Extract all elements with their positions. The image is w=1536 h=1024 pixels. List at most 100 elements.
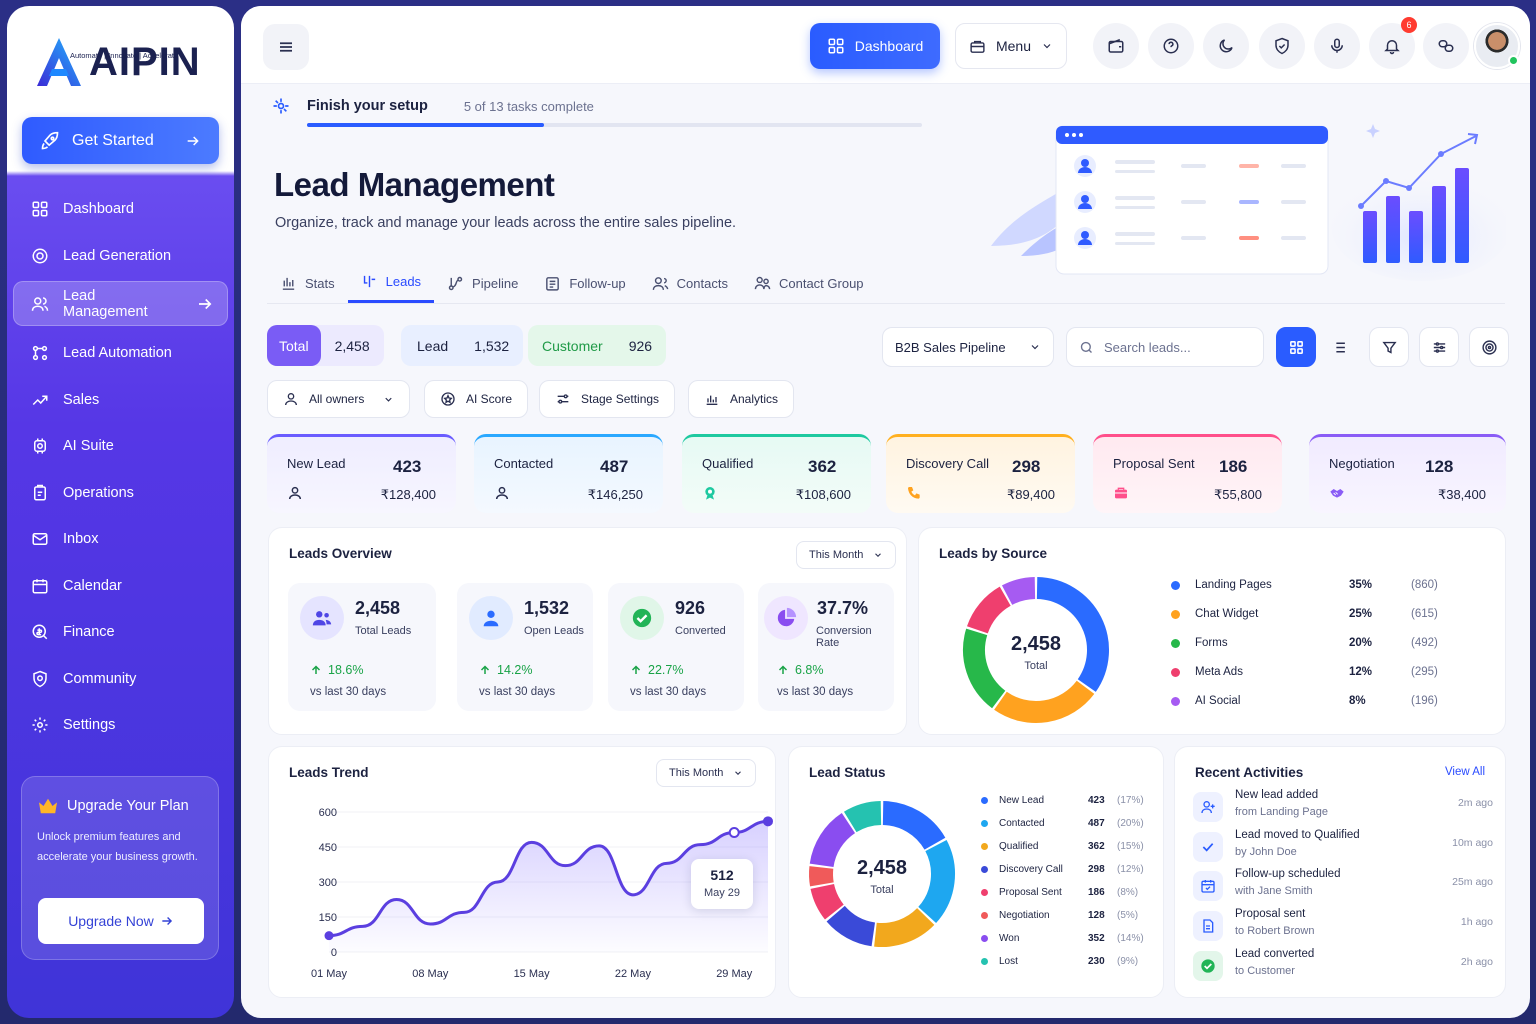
donut-slice-contacted[interactable] <box>917 839 955 924</box>
adjust-button[interactable] <box>1419 327 1459 367</box>
sidebar-item-sales[interactable]: Sales <box>7 377 234 424</box>
stage-card-contacted[interactable]: Contacted 487 ₹146,250 <box>474 434 663 513</box>
tab-pipeline[interactable]: Pipeline <box>434 263 531 303</box>
menu-dropdown[interactable]: Menu <box>955 23 1067 69</box>
activity-item[interactable]: Lead moved to Qualified by John Doe 10m … <box>1193 829 1493 867</box>
setup-progress[interactable]: Finish your setup 5 of 13 tasks complete <box>271 96 594 116</box>
donut-slice-forms[interactable] <box>963 628 1006 709</box>
activity-subtitle: with Jane Smith <box>1235 885 1313 897</box>
donut-slice-ai-social[interactable] <box>1001 577 1036 606</box>
notifications-button[interactable]: 6 <box>1369 17 1417 69</box>
kpi-value: 37.7% <box>817 598 869 618</box>
legend-color-dot <box>981 865 988 873</box>
sidebar-item-operations[interactable]: Operations <box>7 470 234 517</box>
target-settings-button[interactable] <box>1469 327 1509 367</box>
sidebar-item-ai-suite[interactable]: AI Suite <box>7 423 234 470</box>
tab-contacts[interactable]: Contacts <box>639 263 741 303</box>
donut-slice-discovery-call[interactable] <box>826 905 876 947</box>
get-started-button[interactable]: Get Started <box>22 117 219 164</box>
leads-trend-panel: Leads Trend This Month 0 150 300 450 600 01 … <box>268 746 776 998</box>
trend-point-highlight[interactable] <box>728 827 740 839</box>
security-button[interactable] <box>1259 23 1305 69</box>
stage-card-new-lead[interactable]: New Lead 423 ₹128,400 <box>267 434 456 513</box>
sidebar-item-lead-generation[interactable]: Lead Generation <box>7 233 234 280</box>
source-legend-row: Chat Widget 25% (615) <box>1171 604 1501 624</box>
customer-count-pill[interactable]: Customer 926 <box>528 325 667 366</box>
tab-stats[interactable]: Stats <box>267 263 348 303</box>
status-name: Qualified <box>999 840 1039 852</box>
activity-item[interactable]: Proposal sent to Robert Brown 1h ago <box>1193 908 1493 946</box>
sidebar-item-inbox[interactable]: Inbox <box>7 516 234 563</box>
voice-button[interactable] <box>1314 23 1360 69</box>
sliders-icon <box>1433 341 1445 353</box>
sidebar-item-lead-automation[interactable]: Lead Automation <box>7 330 234 377</box>
trend-period-dropdown[interactable]: This Month <box>656 759 757 787</box>
automation-icon <box>32 346 48 361</box>
sidebar-item-calendar[interactable]: Calendar <box>7 563 234 610</box>
activity-item[interactable]: New lead added from Landing Page 2m ago <box>1193 789 1493 827</box>
brand-logo[interactable]: AIPIN <box>35 36 201 88</box>
stage-settings-button[interactable]: Stage Settings <box>539 380 676 418</box>
sidebar-item-community[interactable]: Community <box>7 656 234 703</box>
overview-period-dropdown[interactable]: This Month <box>796 541 897 569</box>
x-tick-label: 01 May <box>311 968 348 980</box>
stage-card-discovery-call[interactable]: Discovery Call 298 ₹89,400 <box>886 434 1075 513</box>
hamburger-menu-button[interactable] <box>263 24 309 70</box>
tab-follow-up[interactable]: Follow-up <box>531 263 638 303</box>
donut-slice-chat-widget[interactable] <box>994 680 1095 723</box>
tab-contact-group[interactable]: Contact Group <box>741 263 877 303</box>
grid-view-button[interactable] <box>1276 327 1316 367</box>
filter-button[interactable] <box>1369 327 1409 367</box>
brand-tagline: Automate | Innovate | Accelerate <box>70 51 179 60</box>
activity-item[interactable]: Follow-up scheduled with Jane Smith 25m … <box>1193 868 1493 906</box>
lead-status-title: Lead Status <box>809 765 886 780</box>
upgrade-now-button[interactable]: Upgrade Now <box>38 898 204 944</box>
integrations-button[interactable] <box>1423 23 1469 69</box>
trend-point[interactable] <box>324 931 334 941</box>
tab-leads[interactable]: Leads <box>347 263 435 303</box>
upgrade-desc-line2: accelerate your business growth. <box>37 851 198 863</box>
pipeline-select[interactable]: B2B Sales Pipeline <box>882 327 1054 367</box>
donut-slice-qualified[interactable] <box>874 907 935 947</box>
dark-mode-button[interactable] <box>1203 23 1249 69</box>
view-all-link[interactable]: View All <box>1444 766 1485 778</box>
stage-card-qualified[interactable]: Qualified 362 ₹108,600 <box>682 434 871 513</box>
wallet-button[interactable] <box>1093 23 1139 69</box>
x-tick-label: 29 May <box>716 968 753 980</box>
donut-slice-won[interactable] <box>809 813 856 868</box>
owners-dropdown[interactable]: All owners <box>267 380 410 418</box>
trend-point[interactable] <box>763 816 773 827</box>
bar-chart-icon <box>282 277 295 290</box>
ai-score-button[interactable]: AI Score <box>424 380 529 418</box>
search-leads-field[interactable]: Search leads... <box>1066 327 1264 367</box>
donut-slice-proposal-sent[interactable] <box>810 883 845 920</box>
sidebar-item-finance[interactable]: Finance <box>7 609 234 656</box>
user-icon <box>288 486 302 500</box>
donut-slice-landing-pages[interactable] <box>1036 577 1109 692</box>
kpi-trend: 6.8% <box>777 663 824 677</box>
sidebar-item-lead-management[interactable]: Lead Management <box>13 281 228 326</box>
sidebar-item-dashboard[interactable]: Dashboard <box>7 186 234 233</box>
list-view-button[interactable] <box>1318 327 1358 367</box>
user-avatar[interactable] <box>1474 23 1520 69</box>
stage-card-proposal-sent[interactable]: Proposal Sent 186 ₹55,800 <box>1093 434 1282 513</box>
activity-item[interactable]: Lead converted to Customer 2h ago <box>1193 948 1493 986</box>
pipeline-select-value: B2B Sales Pipeline <box>895 339 1006 355</box>
stage-count: 487 <box>600 457 629 476</box>
stage-card-negotiation[interactable]: Negotiation 128 ₹38,400 <box>1309 434 1506 513</box>
dashboard-button[interactable]: Dashboard <box>810 23 940 69</box>
total-count-pill[interactable]: Total 2,458 <box>267 325 384 366</box>
analytics-button[interactable]: Analytics <box>688 380 795 418</box>
help-button[interactable] <box>1148 23 1194 69</box>
donut-slice-lost[interactable] <box>843 801 882 833</box>
search-input[interactable]: Search leads... <box>1104 339 1191 355</box>
donut-slice-meta-ads[interactable] <box>966 586 1012 634</box>
sidebar-item-settings[interactable]: Settings <box>7 702 234 749</box>
help-icon <box>1163 38 1179 54</box>
lead-count-pill[interactable]: Lead 1,532 <box>401 325 524 366</box>
donut-slice-negotiation[interactable] <box>809 866 834 887</box>
status-name: New Lead <box>999 794 1045 806</box>
stage-count: 362 <box>808 457 837 476</box>
donut-slice-new-lead[interactable] <box>882 801 946 851</box>
y-tick-label: 450 <box>319 842 337 854</box>
